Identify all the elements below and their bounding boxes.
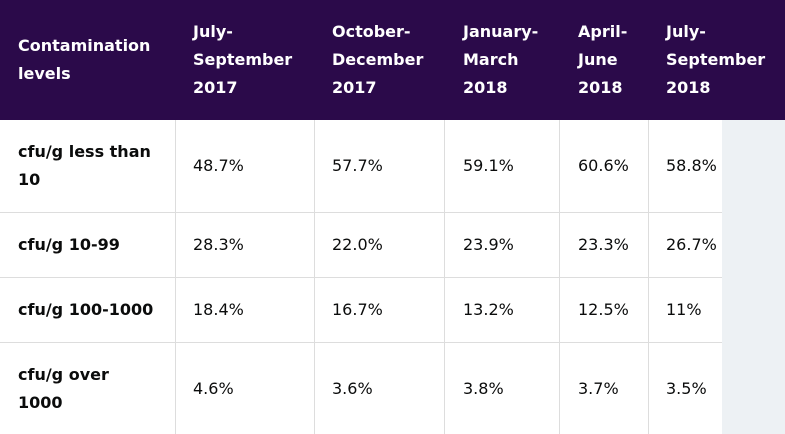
row-label-line: cfu/g over <box>18 365 109 384</box>
table-cell: 16.7% <box>332 300 383 319</box>
header-text-line: December <box>332 50 424 69</box>
header-text-line: 2018 <box>463 78 508 97</box>
table-cell: 3.5% <box>666 379 707 398</box>
header-text-line: 2017 <box>193 78 238 97</box>
table-cell: 22.0% <box>332 235 383 254</box>
header-text-line: September <box>666 50 766 69</box>
header-text-line: July- <box>193 22 233 41</box>
header-cell-oct-dec-2017: October- December 2017 <box>332 18 423 102</box>
table-cell: 26.7% <box>666 235 717 254</box>
table-cell: 3.6% <box>332 379 373 398</box>
header-text-line: levels <box>18 64 71 83</box>
row-label-line: 1000 <box>18 393 63 412</box>
table-cell: 4.6% <box>193 379 234 398</box>
horizontal-scroll-area[interactable] <box>722 120 785 434</box>
header-cell-jul-sep-2018: July- September 2018 <box>666 18 765 102</box>
table-cell: 23.9% <box>463 235 514 254</box>
header-text-line: April- <box>578 22 628 41</box>
table-cell: 11% <box>666 300 702 319</box>
header-text-line: September <box>193 50 293 69</box>
table-cell: 58.8% <box>666 156 717 175</box>
row-divider <box>0 277 722 278</box>
table-cell: 12.5% <box>578 300 629 319</box>
table-cell: 59.1% <box>463 156 514 175</box>
header-text-line: October- <box>332 22 411 41</box>
row-label-cfu-10-99: cfu/g 10-99 <box>18 231 120 259</box>
row-label-line: cfu/g less than <box>18 142 151 161</box>
row-label-line: 10 <box>18 170 41 189</box>
header-text-line: July- <box>666 22 706 41</box>
row-label-line: cfu/g 10-99 <box>18 235 120 254</box>
header-cell-jul-sep-2017: July- September 2017 <box>193 18 292 102</box>
table-cell: 3.8% <box>463 379 504 398</box>
row-divider <box>0 212 722 213</box>
row-label-line: cfu/g 100-1000 <box>18 300 154 319</box>
header-cell-jan-mar-2018: January- March 2018 <box>463 18 538 102</box>
table-cell: 23.3% <box>578 235 629 254</box>
row-label-cfu-less-than-10: cfu/g less than 10 <box>18 138 151 194</box>
row-label-cfu-over-1000: cfu/g over 1000 <box>18 361 109 417</box>
header-cell-apr-jun-2018: April- June 2018 <box>578 18 627 102</box>
header-text-line: June <box>578 50 618 69</box>
row-divider <box>0 342 722 343</box>
row-label-cfu-100-1000: cfu/g 100-1000 <box>18 296 153 324</box>
table-cell: 48.7% <box>193 156 244 175</box>
table-cell: 18.4% <box>193 300 244 319</box>
header-text-line: 2017 <box>332 78 377 97</box>
table-header-row: Contamination levels July- September 201… <box>0 0 785 120</box>
table-cell: 60.6% <box>578 156 629 175</box>
table-cell: 28.3% <box>193 235 244 254</box>
header-text-line: 2018 <box>578 78 623 97</box>
header-text-line: January- <box>463 22 539 41</box>
header-text-line: March <box>463 50 519 69</box>
header-text-line: Contamination <box>18 36 151 55</box>
table-cell: 3.7% <box>578 379 619 398</box>
table-cell: 57.7% <box>332 156 383 175</box>
table-cell: 13.2% <box>463 300 514 319</box>
header-cell-contamination-levels: Contamination levels <box>18 32 150 88</box>
header-text-line: 2018 <box>666 78 711 97</box>
